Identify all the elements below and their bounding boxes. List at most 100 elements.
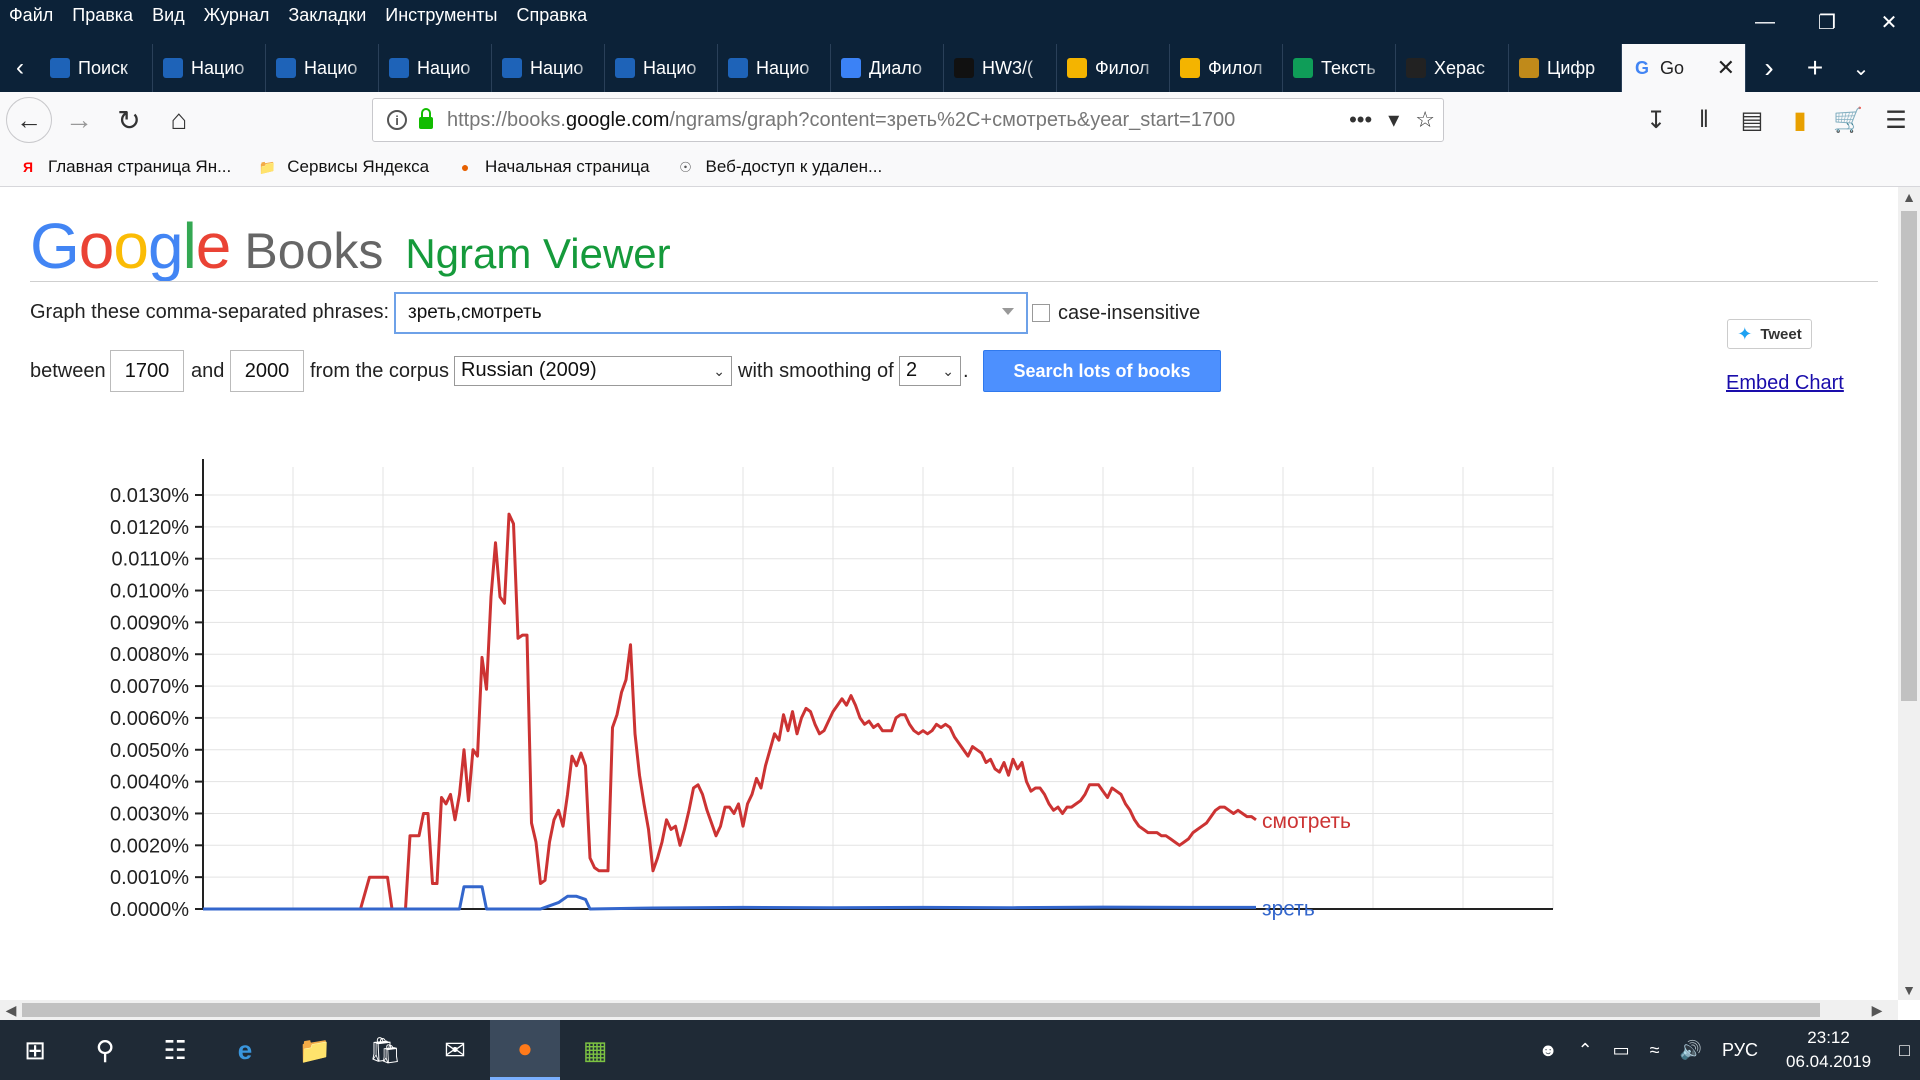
file-explorer-icon[interactable]: 📁 [298, 1034, 332, 1065]
clock[interactable]: 23:12 06.04.2019 [1786, 1026, 1871, 1074]
restore-icon[interactable]: ❐ [1818, 11, 1836, 34]
back-icon[interactable]: ← [6, 97, 52, 143]
tab-13[interactable]: Цифр [1509, 44, 1622, 92]
mail-icon[interactable]: ✉ [444, 1034, 466, 1065]
forward-icon[interactable]: → [65, 104, 93, 135]
list-tabs-icon[interactable]: ⌄ [1852, 57, 1870, 80]
chevron-down-icon: ⌄ [942, 363, 954, 379]
menu-item-edit[interactable]: Правка [72, 4, 134, 25]
hamburger-menu-icon[interactable]: ☰ [1885, 106, 1907, 134]
battery-icon[interactable]: ▭ [1612, 1039, 1630, 1060]
tab-4[interactable]: Нацио [492, 44, 605, 92]
scroll-left-icon[interactable]: ◀ [5, 1001, 17, 1018]
tab-12[interactable]: Херас [1396, 44, 1509, 92]
tab-0[interactable]: Поиск [40, 44, 153, 92]
menu-item-help[interactable]: Справка [516, 4, 588, 25]
firefox-taskbar-icon[interactable]: ● [490, 1020, 560, 1080]
menu-item-tools[interactable]: Инструменты [385, 4, 498, 25]
scroll-up-icon[interactable]: ▲ [1902, 189, 1916, 205]
menu-item-view[interactable]: Вид [152, 4, 185, 25]
bookmark-yandex-services[interactable]: 📁 Сервисы Яндекса [257, 157, 430, 177]
yandex-icon: Я [22, 159, 34, 175]
case-insensitive-checkbox[interactable] [1032, 304, 1050, 322]
tab-5[interactable]: Нацио [605, 44, 718, 92]
horizontal-scrollbar[interactable]: ◀ ▶ [0, 1000, 1898, 1020]
dropdown-caret-icon[interactable] [1002, 308, 1014, 315]
year-start-input[interactable]: 1700 [110, 350, 184, 392]
embed-chart-link[interactable]: Embed Chart [1726, 372, 1844, 394]
tab-10[interactable]: Филол [1170, 44, 1283, 92]
library-icon[interactable]: ‖ [1699, 106, 1709, 133]
tab-scroll-right-icon[interactable]: › [1764, 52, 1774, 83]
ngram-chart: 0.0000% 0.0010% 0.0020% 0.0030% 0.0040% 0.005… [110, 459, 1554, 921]
nkrya-icon [615, 58, 635, 78]
scroll-down-icon[interactable]: ▼ [1902, 982, 1916, 998]
taskbar-search-icon[interactable]: ⚲ [95, 1034, 115, 1065]
tab-9[interactable]: Филол [1057, 44, 1170, 92]
tray-chevron-up-icon[interactable]: ⌃ [1577, 1039, 1593, 1060]
close-window-icon[interactable]: ✕ [1880, 11, 1898, 34]
yandex-bookmark-icon[interactable]: ▮ [1793, 106, 1807, 134]
store-icon[interactable]: 🛍 [368, 1034, 402, 1065]
y-tick-label: 0.0080% [110, 644, 189, 666]
url-text[interactable]: https://books.google.com/ngrams/graph?co… [447, 108, 1236, 131]
download-icon[interactable]: ↧ [1645, 106, 1667, 134]
page-actions-icon[interactable]: ••• [1349, 107, 1373, 132]
minimize-icon[interactable]: — [1755, 10, 1775, 33]
cart-icon[interactable]: 🛒 [1833, 106, 1863, 134]
folder-icon: 📁 [258, 158, 276, 175]
tab-label: Цифр [1547, 57, 1596, 78]
wifi-icon[interactable]: ≈ [1649, 1039, 1660, 1060]
windows-start-icon[interactable]: ⊞ [24, 1034, 46, 1065]
phrases-input[interactable]: зреть,смотреть [394, 292, 1028, 334]
tab-8[interactable]: HW3/( [944, 44, 1057, 92]
pocket-icon[interactable]: ▾ [1388, 107, 1400, 132]
corpus-select[interactable]: Russian (2009) ⌄ [454, 356, 732, 386]
tab-scroll-left-icon[interactable]: ‹ [16, 54, 24, 81]
vertical-scroll-thumb[interactable] [1901, 211, 1917, 701]
sidebar-icon[interactable]: ▤ [1740, 106, 1764, 134]
bookmark-yandex-home[interactable]: Я Главная страница Ян... [18, 157, 231, 177]
tab-label: HW3/( [982, 57, 1033, 78]
tab-1[interactable]: Нацио [153, 44, 266, 92]
menu-item-bookmarks[interactable]: Закладки [288, 4, 367, 25]
volume-icon[interactable]: 🔊 [1679, 1039, 1702, 1060]
site-icon [1406, 58, 1426, 78]
tab-strip: ‹ Поиск Нацио Нацио Нацио Нацио Нацио Нацио Диа… [0, 44, 1920, 92]
smoothing-select[interactable]: 2 ⌄ [899, 356, 961, 386]
address-bar[interactable]: i https://books.google.com/ngrams/graph?… [372, 98, 1444, 142]
notifications-icon[interactable]: □ [1899, 1039, 1910, 1060]
tweet-button[interactable]: ✦ Tweet [1727, 319, 1812, 349]
people-icon[interactable]: ☻ [1538, 1039, 1558, 1060]
twitter-bird-icon: ✦ [1737, 323, 1753, 344]
reload-icon[interactable]: ↻ [117, 104, 141, 136]
app-taskbar-icon[interactable]: ▦ [582, 1034, 608, 1065]
info-icon[interactable]: i [387, 110, 407, 130]
tab-active[interactable]: G Go ✕ [1622, 44, 1746, 92]
tab-close-icon[interactable]: ✕ [1716, 55, 1735, 80]
search-lots-of-books-button[interactable]: Search lots of books [983, 350, 1221, 392]
vertical-scrollbar[interactable]: ▲ ▼ [1898, 187, 1920, 1000]
tab-6[interactable]: Нацио [718, 44, 831, 92]
menu-bar: Файл Правка Вид Журнал Закладки Инструме… [0, 0, 597, 30]
tab-7[interactable]: Диало [831, 44, 944, 92]
menu-item-history[interactable]: Журнал [203, 4, 270, 25]
scroll-right-icon[interactable]: ▶ [1871, 1001, 1883, 1018]
tab-2[interactable]: Нацио [266, 44, 379, 92]
edge-icon[interactable]: e [237, 1034, 253, 1065]
tab-label: Поиск [78, 57, 128, 78]
tab-11[interactable]: Тексть [1283, 44, 1396, 92]
year-end-input[interactable]: 2000 [230, 350, 304, 392]
menu-item-file[interactable]: Файл [9, 4, 54, 25]
y-tick-label: 0.0020% [110, 835, 189, 857]
series-line-зреть [203, 885, 1256, 911]
bookmark-star-icon[interactable]: ☆ [1415, 107, 1435, 132]
new-tab-icon[interactable]: + [1806, 52, 1824, 83]
tab-3[interactable]: Нацио [379, 44, 492, 92]
input-language[interactable]: РУС [1721, 1039, 1759, 1060]
horizontal-scroll-thumb[interactable] [22, 1003, 1820, 1017]
bookmark-start-page[interactable]: ● Начальная страница [455, 157, 650, 177]
home-icon[interactable]: ⌂ [170, 104, 188, 135]
bookmark-web-access[interactable]: ☉ Веб-доступ к удален... [676, 157, 882, 177]
task-view-icon[interactable]: ☷ [163, 1034, 187, 1065]
